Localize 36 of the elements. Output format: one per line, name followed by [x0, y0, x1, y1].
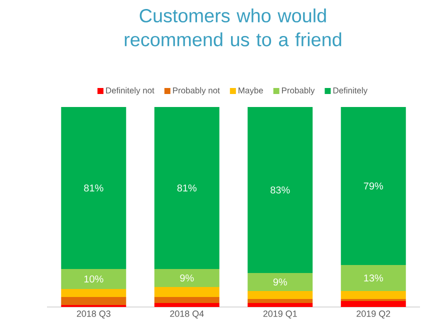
bar: [340, 301, 406, 307]
bar: [154, 303, 220, 307]
data-label: 79%: [364, 182, 383, 190]
bar: [154, 269, 220, 287]
legend-label: Maybe: [238, 87, 263, 96]
legend-label: Definitely not: [106, 87, 154, 96]
legend-label: Definitely: [333, 87, 368, 96]
data-label: 9%: [180, 274, 194, 282]
x-tick-label: 2018 Q4: [170, 310, 204, 318]
bar: [154, 107, 220, 269]
x-tick-label: 2019 Q2: [356, 310, 390, 318]
legend-label: Probably: [282, 87, 315, 96]
bar: [61, 289, 126, 297]
data-label: 81%: [177, 184, 196, 192]
bar: [154, 287, 220, 297]
bar: [248, 303, 313, 307]
bar: [248, 107, 313, 273]
bar: [61, 107, 126, 269]
bar: [340, 265, 406, 291]
bar: [248, 299, 313, 303]
x-tick-label: 2018 Q3: [76, 310, 110, 318]
bar: [340, 291, 406, 299]
bar: [248, 273, 313, 291]
data-label: 83%: [270, 186, 290, 194]
bar: [248, 291, 313, 299]
x-tick-label: 2019 Q1: [263, 310, 297, 318]
data-label: 81%: [84, 184, 104, 192]
data-label: 10%: [84, 275, 104, 283]
chart-title: Customers who would recommend us to a friend: [124, 8, 342, 46]
legend-label: Probably not: [173, 87, 220, 96]
bar: [154, 297, 220, 303]
bar: [340, 107, 406, 265]
bar: [61, 297, 126, 305]
data-label: 13%: [364, 274, 383, 282]
data-label: 9%: [273, 278, 287, 286]
bar: [61, 269, 126, 289]
